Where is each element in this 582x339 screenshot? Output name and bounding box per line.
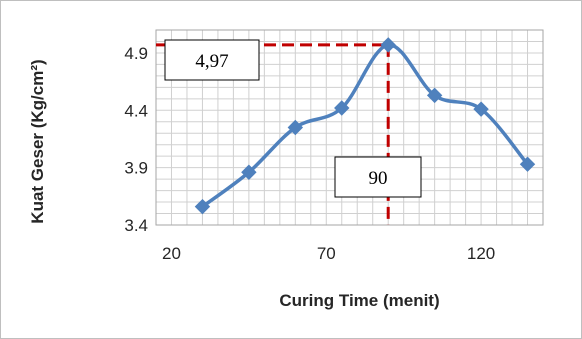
plot-area-border: [155, 29, 544, 226]
y-tick-label: 4.4: [124, 101, 148, 120]
data-point-marker: [287, 119, 304, 136]
y-axis-title: Kuat Geser (Kg/cm²): [28, 59, 47, 223]
series: [194, 37, 536, 215]
y-tick-label: 3.4: [124, 216, 148, 235]
annotations: 4,97 90: [164, 39, 422, 198]
tick-labels: 3.4 3.9 4.4 4.9 20 70 120: [124, 44, 495, 263]
data-point-marker: [519, 156, 536, 172]
axes: [155, 29, 544, 226]
annotation-label: 90: [369, 168, 388, 189]
x-axis-title: Curing Time (menit): [279, 291, 439, 310]
annotation-box: [164, 39, 260, 81]
data-point-marker: [473, 101, 489, 117]
x-tick-label: 70: [317, 244, 336, 263]
annotation-label: 4,97: [195, 51, 228, 72]
data-point-marker: [426, 87, 443, 104]
data-point-marker: [334, 100, 350, 116]
x-tick-label: 120: [467, 244, 495, 263]
y-tick-label: 3.9: [124, 159, 148, 178]
data-point-marker: [194, 198, 211, 215]
annotation-box: [334, 156, 422, 198]
y-tick-label: 4.9: [124, 44, 148, 63]
x-tick-label: 20: [162, 244, 181, 263]
data-point-marker: [241, 164, 257, 180]
data-point-marker: [380, 37, 396, 53]
